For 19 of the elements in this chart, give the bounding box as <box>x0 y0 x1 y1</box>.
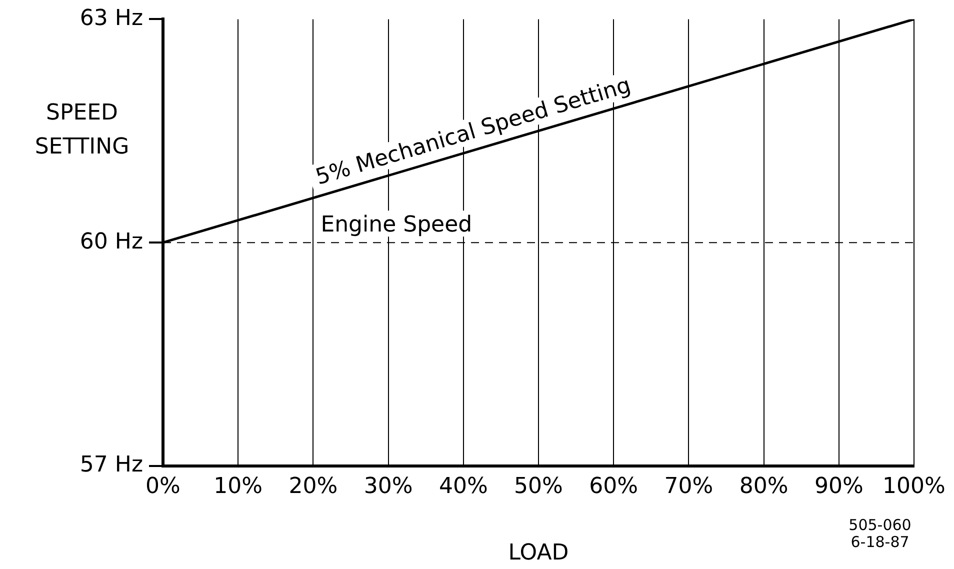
ref-line-label: Engine Speed <box>320 212 472 238</box>
text: 6-18-87 <box>850 532 910 551</box>
x-tick-label: 100% <box>882 474 946 499</box>
y-tick-label: 57 Hz <box>80 452 143 478</box>
y-tick-label: 60 Hz <box>80 229 143 254</box>
x-tick-label: 50% <box>514 474 563 499</box>
x-tick-label: 60% <box>589 474 638 499</box>
x-tick-label: 0% <box>146 474 180 499</box>
x-tick-label: 90% <box>814 474 864 499</box>
x-tick-label: 20% <box>288 474 338 499</box>
y-tick-label: 63 Hz <box>80 6 143 31</box>
x-tick-label: 30% <box>364 474 413 499</box>
text: 505-060 <box>848 516 912 534</box>
x-tick-label: 70% <box>664 474 714 499</box>
x-tick-label: 40% <box>438 474 488 499</box>
x-axis-title: LOAD <box>508 540 569 566</box>
y-axis-title: SPEED SETTING <box>34 100 130 160</box>
x-tick-label: 10% <box>214 474 263 499</box>
x-tick-label: 80% <box>739 474 788 499</box>
